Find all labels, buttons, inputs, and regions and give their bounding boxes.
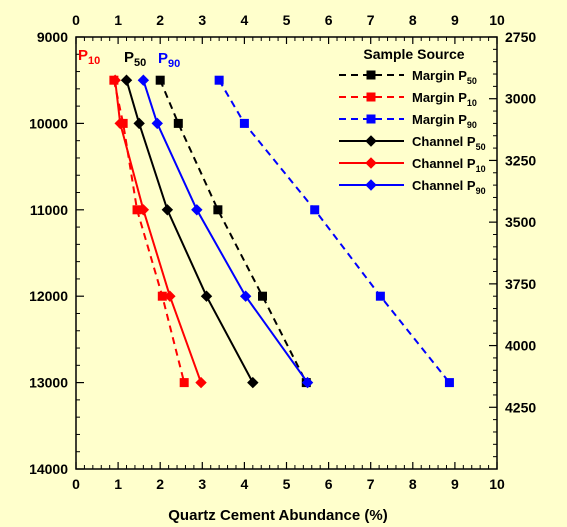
x-tick-label-top: 3 <box>198 12 206 28</box>
x-tick-label-bottom: 8 <box>409 476 417 492</box>
series-margin-p90 <box>214 75 454 388</box>
data-point <box>301 376 314 389</box>
legend-label: Margin P50 <box>412 68 477 86</box>
legend-label: Margin P90 <box>412 112 477 130</box>
data-point <box>120 74 133 86</box>
legend-label: Channel P10 <box>412 156 486 174</box>
legend-label: Channel P90 <box>412 178 486 196</box>
legend-label: Margin P10 <box>412 90 477 108</box>
x-tick-label-top: 0 <box>72 12 80 28</box>
x-tick-label-bottom: 4 <box>241 476 249 492</box>
data-point <box>137 74 150 86</box>
x-tick-label-bottom: 3 <box>198 476 206 492</box>
p10-label: P10 <box>78 47 100 67</box>
series-channel-p10 <box>109 74 207 389</box>
p50-label: P50 <box>124 49 146 69</box>
data-point <box>133 117 145 130</box>
y-left-tick-label: 14000 <box>29 461 68 477</box>
legend-entry: Margin P10 <box>339 90 477 108</box>
data-point <box>239 290 252 302</box>
data-point <box>137 204 150 216</box>
legend: Sample Source Margin P50 Margin P10 Margin … <box>339 46 486 196</box>
data-point <box>247 376 259 389</box>
data-point <box>109 74 121 86</box>
series-channel-p90 <box>137 74 314 389</box>
series-line <box>142 79 309 384</box>
legend-entry: Margin P90 <box>339 112 477 130</box>
x-tick-label-top: 1 <box>114 12 122 28</box>
x-tick-label-top: 5 <box>283 12 291 28</box>
data-point <box>213 205 223 215</box>
legend-entry: Margin P50 <box>339 68 477 86</box>
y-right-tick-label: 3250 <box>505 152 536 168</box>
legend-swatch-marker <box>366 70 376 80</box>
x-tick-label-bottom: 0 <box>72 476 80 492</box>
y-right-tick-label: 4250 <box>505 399 536 415</box>
y-left-tick-label: 12000 <box>29 288 68 304</box>
series-layer <box>109 74 454 389</box>
p-annotations: P10 P50 P90 <box>78 47 180 70</box>
series-margin-p50 <box>155 75 311 388</box>
legend-label: Channel P50 <box>412 134 486 152</box>
data-point <box>200 290 213 302</box>
data-point <box>161 204 174 216</box>
y-right-tick-label: 4000 <box>505 338 536 354</box>
y-left-tick-label: 10000 <box>29 115 68 131</box>
x-tick-label-top: 7 <box>367 12 375 28</box>
p90-label: P90 <box>158 50 180 70</box>
data-point <box>114 117 126 130</box>
data-point <box>179 378 189 388</box>
data-point <box>444 378 454 388</box>
series-line <box>112 79 186 383</box>
data-point <box>214 75 224 85</box>
data-point <box>195 376 207 389</box>
legend-swatch-marker <box>365 157 377 169</box>
series-channel-p50 <box>120 74 259 389</box>
x-axis-title: Quartz Cement Abundance (%) <box>168 507 387 524</box>
legend-entry: Channel P10 <box>339 156 486 174</box>
legend-entry: Channel P90 <box>339 178 486 196</box>
x-tick-label-bottom: 9 <box>451 476 459 492</box>
data-point <box>191 204 203 216</box>
data-point <box>164 290 176 302</box>
axes: 0 0 1 1 2 2 3 3 4 4 5 5 6 6 7 7 8 8 9 9 10 10 9000 10000 11000 12… <box>29 12 536 492</box>
y-left-tick-label: 13000 <box>29 375 68 391</box>
legend-entry: Channel P50 <box>339 134 486 152</box>
data-point <box>375 291 385 301</box>
x-tick-label-top: 2 <box>156 12 164 28</box>
data-point <box>310 205 320 215</box>
data-point <box>258 291 268 301</box>
data-point <box>239 118 249 128</box>
x-tick-label-bottom: 5 <box>283 476 291 492</box>
x-tick-label-bottom: 7 <box>367 476 375 492</box>
x-tick-label-top: 8 <box>409 12 417 28</box>
series-line <box>125 79 254 384</box>
y-left-tick-label: 11000 <box>30 202 68 218</box>
data-point <box>151 117 163 130</box>
legend-swatch-marker <box>366 114 376 124</box>
legend-swatch-marker <box>365 135 377 147</box>
y-right-tick-label: 3500 <box>505 214 536 230</box>
x-tick-label-top: 4 <box>241 12 249 28</box>
legend-swatch-marker <box>365 179 377 191</box>
y-right-tick-label: 3750 <box>505 276 536 292</box>
data-point <box>155 75 165 85</box>
x-tick-label-bottom: 1 <box>114 476 122 492</box>
x-tick-label-top: 10 <box>489 12 505 28</box>
legend-swatch-marker <box>366 92 376 102</box>
x-tick-label-bottom: 6 <box>325 476 333 492</box>
y-right-tick-label: 3000 <box>505 91 536 107</box>
x-tick-label-bottom: 2 <box>156 476 164 492</box>
x-tick-label-bottom: 10 <box>489 476 505 492</box>
y-right-tick-label: 2750 <box>505 29 536 45</box>
legend-title: Sample Source <box>363 46 464 62</box>
data-point <box>173 118 183 128</box>
x-tick-label-top: 6 <box>325 12 333 28</box>
x-tick-label-top: 9 <box>451 12 459 28</box>
y-left-tick-label: 9000 <box>37 29 68 45</box>
